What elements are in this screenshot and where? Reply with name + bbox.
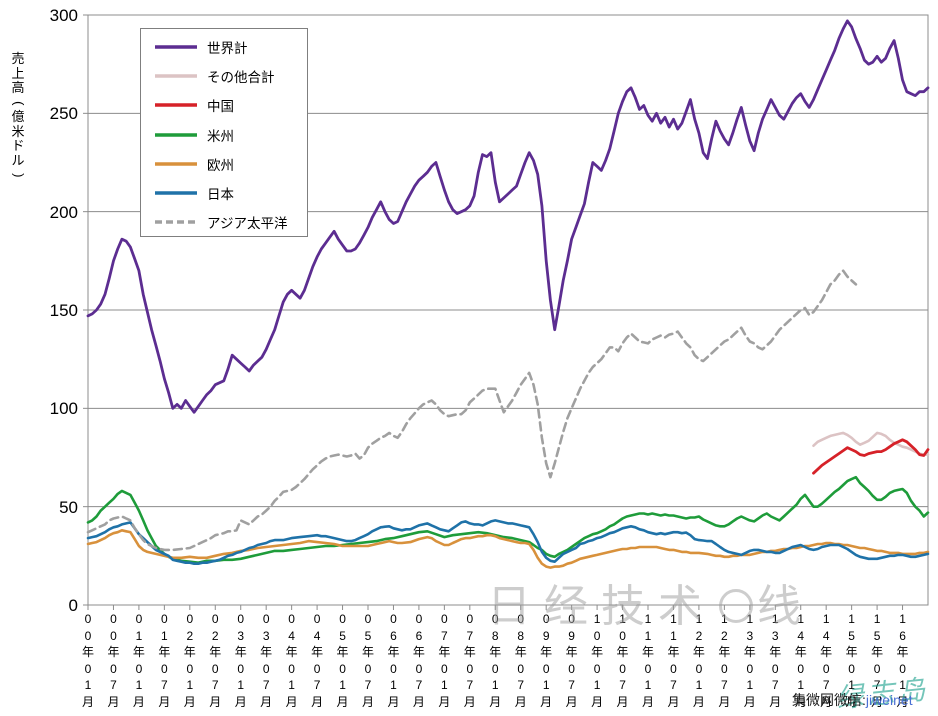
series-line-americas — [86, 475, 930, 565]
legend-swatch-europe-icon — [155, 162, 197, 166]
legend-label: その他合計 — [207, 70, 275, 86]
legend-item-europe: 欧州 — [141, 148, 307, 177]
watermark-text-suffix: 线 — [757, 582, 814, 631]
y-tick-label: 200 — [49, 202, 78, 222]
watermark-nikkei: 日经技术线 — [487, 570, 814, 634]
series-line-japan — [86, 519, 930, 566]
legend-swatch-japan-icon — [155, 191, 197, 195]
legend-label: 欧州 — [207, 157, 234, 173]
series-line-asia_pacific — [86, 269, 858, 552]
y-axis-title: 売上高(億米ドル) — [11, 51, 27, 178]
legend-item-others_total: その他合計 — [141, 60, 307, 89]
y-tick-label: 250 — [49, 104, 78, 124]
legend-item-americas: 米州 — [141, 119, 307, 148]
watermark-text-prefix: 日经技术 — [487, 582, 715, 631]
legend-label: 日本 — [207, 187, 234, 202]
legend-item-china: 中国 — [141, 89, 307, 118]
legend-item-japan: 日本 — [141, 177, 307, 206]
legend-item-world: 世界計 — [141, 31, 307, 60]
series-line-china — [812, 438, 930, 475]
series-line-world — [86, 19, 930, 414]
legend-label: 世界計 — [207, 41, 248, 56]
watermark-wechat-handle: jiweinet — [865, 692, 913, 708]
y-tick-label: 300 — [49, 6, 78, 25]
y-tick-label: 150 — [49, 301, 78, 320]
legend: 世界計その他合計中国米州欧州日本アジア太平洋 — [140, 28, 308, 237]
y-tick-label: 50 — [59, 497, 78, 517]
watermark-jiwei: 集微网微信:jiweinet — [792, 690, 913, 710]
watermark-wechat-label: 集微网微信: — [792, 692, 866, 708]
y-tick-label: 0 — [68, 596, 78, 615]
watermark-circle-logo-icon — [719, 589, 753, 623]
y-tick-label: 100 — [49, 399, 78, 419]
legend-swatch-world-icon — [155, 45, 197, 49]
legend-label: アジア太平洋 — [207, 216, 288, 232]
legend-label: 中国 — [207, 99, 234, 115]
legend-label: 米州 — [207, 128, 234, 144]
legend-swatch-americas-icon — [155, 132, 197, 137]
legend-swatch-others_total-icon — [155, 74, 197, 78]
series-line-others_total — [812, 431, 930, 456]
legend-item-asia_pacific: アジア太平洋 — [141, 206, 307, 235]
legend-swatch-asia_pacific-icon — [155, 220, 197, 224]
legend-swatch-china-icon — [155, 103, 197, 108]
